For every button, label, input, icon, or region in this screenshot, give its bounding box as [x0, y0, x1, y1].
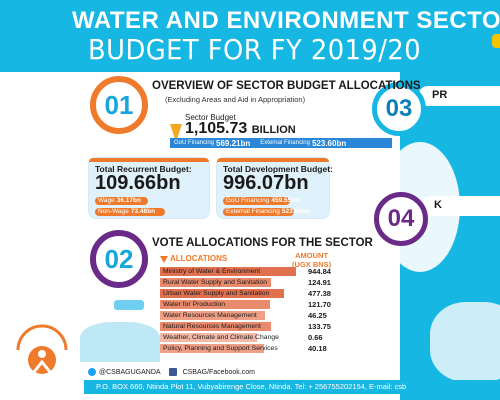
- section3-number: 03: [372, 82, 426, 136]
- sector-budget-value: 1,105.73 BILLION: [185, 120, 296, 138]
- budget-arrow-icon: [170, 124, 182, 142]
- section1-number: 01: [90, 76, 148, 134]
- sector-budget-unit: BILLION: [251, 124, 296, 136]
- vote-label: Urban Water Supply and Sanitation: [163, 290, 270, 297]
- twitter-icon: [88, 368, 96, 376]
- vote-amount: 121.70: [308, 300, 331, 309]
- external-financing-label: External Financing: [260, 140, 310, 146]
- footer-contact: P.O. BOX 660, Ntinda Plot 11, Vubyabiren…: [84, 380, 500, 394]
- vote-amount: 124.91: [308, 278, 331, 287]
- vote-bar: [160, 267, 296, 276]
- vote-label: Rural Water Supply and Sanitation: [163, 279, 268, 286]
- financing-bar: GoU Financing 569.21bn External Financin…: [170, 138, 392, 148]
- sector-budget-label: Sector Budget: [185, 113, 236, 122]
- vote-label: Natural Resources Management: [163, 323, 261, 330]
- vote-bar: [160, 300, 271, 309]
- vote-amount: 477.38: [308, 289, 331, 298]
- vote-bar: [160, 322, 272, 331]
- gou-financing-label: GoU Financing: [174, 140, 215, 146]
- external-financing-pill: External Financing 523.60bn: [223, 208, 310, 216]
- header-accent: [492, 34, 500, 48]
- section3-heading: PR: [418, 86, 500, 106]
- development-budget-title: Total Development Budget:: [223, 164, 333, 174]
- vote-bar: [160, 278, 271, 287]
- social-links: @CSBAGUGANDA CSBAG/Facebook.com: [88, 368, 255, 376]
- vote-label: Water Resources Management: [163, 312, 257, 319]
- section2-number: 02: [90, 230, 148, 288]
- section1-subtitle: (Excluding Areas and Aid in Appropriatio…: [165, 95, 306, 104]
- non-wage-pill: Non-Wage 73.48bn: [95, 208, 165, 216]
- vote-label: Water for Production: [163, 301, 226, 308]
- allocations-header: ALLOCATIONS: [170, 254, 228, 263]
- recurrent-budget-card: Total Recurrent Budget: 109.66bn Wage 36.…: [88, 157, 210, 219]
- section4-number: 04: [374, 192, 428, 246]
- vote-amount: 0.66: [308, 333, 323, 342]
- csbag-logo: [16, 324, 68, 374]
- vote-amount: 944.84: [308, 267, 331, 276]
- external-financing-value: 523.60bn: [311, 138, 347, 148]
- recurrent-budget-title: Total Recurrent Budget:: [95, 164, 192, 174]
- vote-bar: [160, 289, 285, 298]
- globe-graphic: [430, 302, 500, 382]
- development-budget-value: 996.07bn: [223, 172, 309, 194]
- gou-financing-value: 569.21bn: [216, 138, 251, 148]
- vote-bar: [160, 311, 265, 320]
- vote-label: Ministry of Water & Environment: [163, 268, 261, 275]
- vote-label: Weather, Climate and Climate Change: [163, 334, 279, 341]
- development-budget-card: Total Development Budget: 996.07bn GoU F…: [216, 157, 333, 219]
- section1-title: OVERVIEW OF SECTOR BUDGET ALLOCATIONS: [152, 80, 421, 92]
- allocations-triangle-icon: [160, 256, 168, 263]
- sector-budget-amount: 1,105.73: [185, 120, 248, 137]
- vote-label: Policy, Planning and Support Services: [163, 345, 278, 352]
- wage-pill: Wage 36.17bn: [95, 197, 148, 205]
- section4-heading: K: [420, 196, 500, 216]
- water-pipe-icon: [114, 300, 144, 310]
- section2-title: VOTE ALLOCATIONS FOR THE SECTOR: [152, 237, 373, 249]
- water-splash-graphic: [80, 322, 160, 362]
- page-title: WATER AND ENVIRONMENT SECTOR: [72, 7, 500, 34]
- amount-header: AMOUNT (UGX BNS): [292, 251, 332, 269]
- facebook-icon: [168, 368, 177, 376]
- vote-bar: [160, 333, 258, 342]
- vote-bar: [160, 344, 265, 353]
- vote-amount: 133.75: [308, 322, 331, 331]
- page-subtitle: BUDGET FOR FY 2019/20: [88, 33, 422, 66]
- vote-amount: 40.18: [308, 344, 327, 353]
- gou-financing-pill: GoU Financing 459.55bn: [223, 197, 299, 205]
- vote-amount: 46.25: [308, 311, 327, 320]
- twitter-handle[interactable]: @CSBAGUGANDA: [99, 368, 161, 376]
- header-banner: WATER AND ENVIRONMENT SECTOR BUDGET FOR …: [0, 0, 500, 72]
- facebook-link[interactable]: CSBAG/Facebook.com: [182, 368, 255, 376]
- recurrent-budget-value: 109.66bn: [95, 172, 181, 194]
